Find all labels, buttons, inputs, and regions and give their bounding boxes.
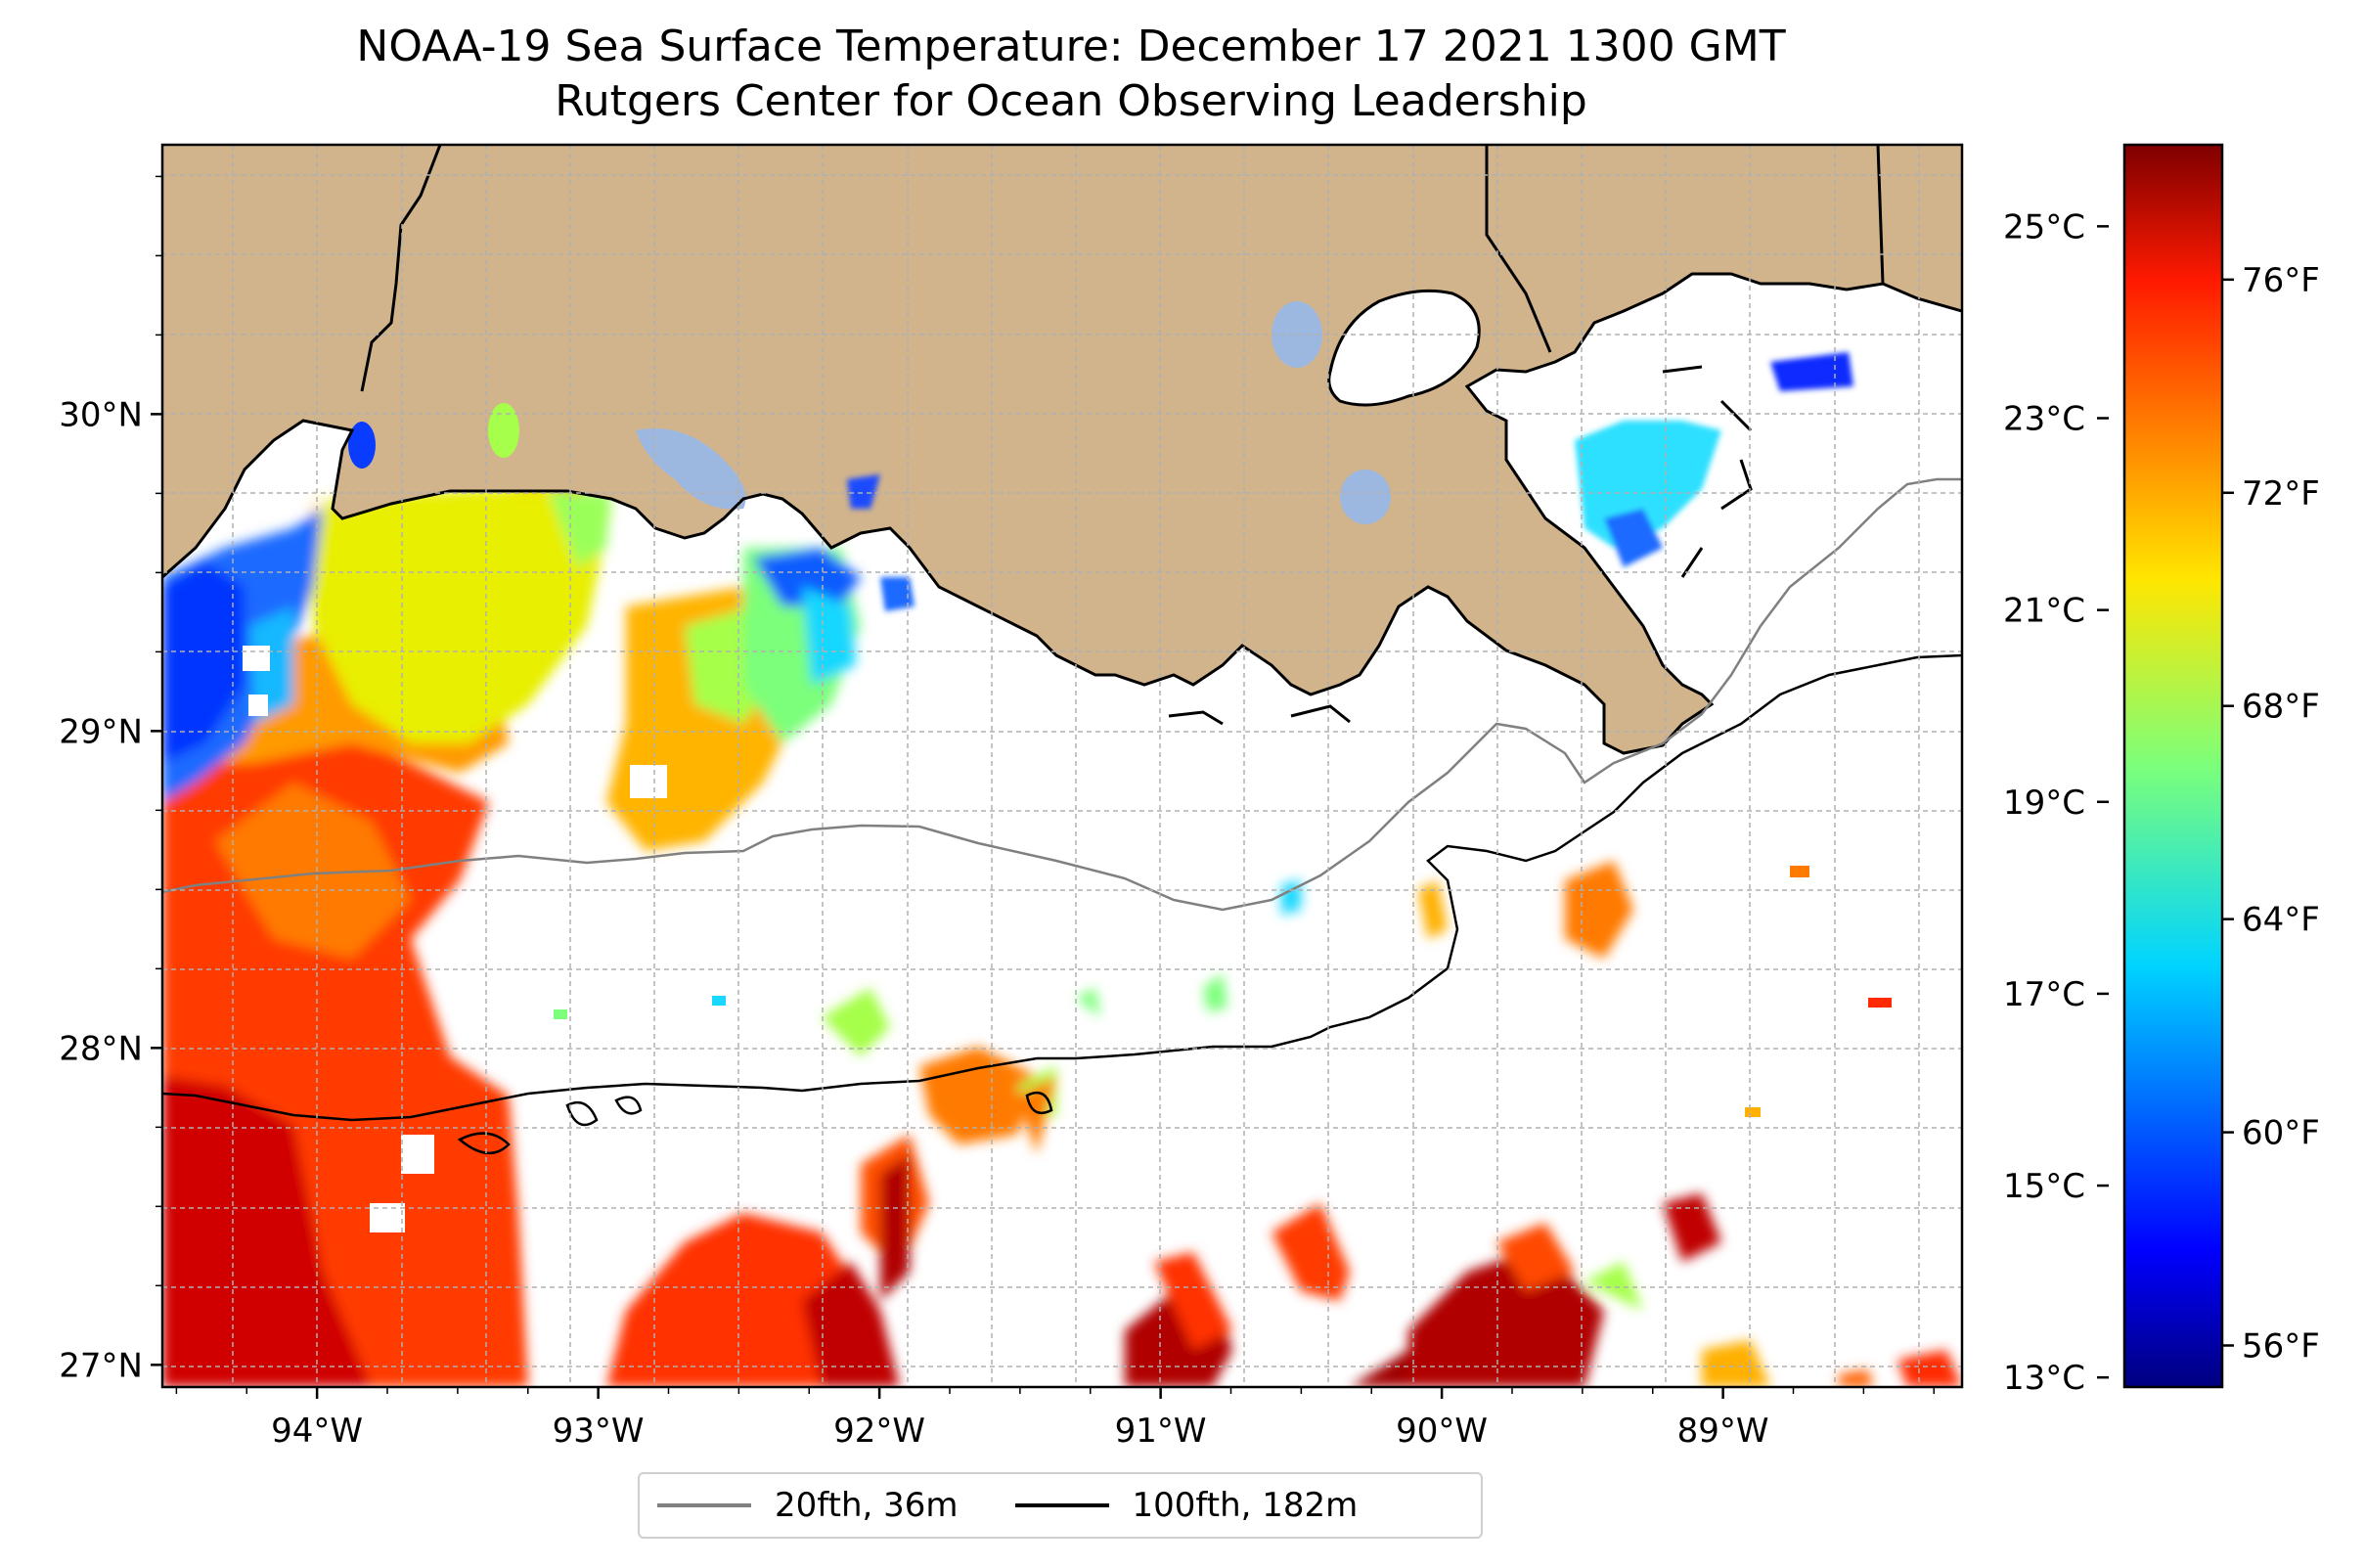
coastline	[162, 145, 1962, 755]
legend: 20fth, 36m 100fth, 182m	[638, 1472, 1483, 1539]
land-mass	[162, 145, 1962, 753]
inland-data-patch	[348, 422, 376, 469]
inland-data-patch	[488, 403, 519, 458]
lake	[1272, 301, 1322, 368]
legend-label-20fth: 20fth, 36m	[775, 1486, 959, 1525]
lon-tick-label: 92°W	[833, 1411, 925, 1451]
map-panel	[162, 145, 1962, 1387]
fahrenheit-tick-label: 56°F	[2242, 1327, 2320, 1366]
celsius-tick-label: 23°C	[2003, 399, 2085, 438]
celsius-tick-label: 13°C	[2003, 1359, 2085, 1398]
lon-tick-label: 91°W	[1115, 1411, 1207, 1451]
lon-tick-label: 94°W	[271, 1411, 363, 1451]
celsius-tick-label: 19°C	[2003, 784, 2085, 823]
lake-pontchartrain	[1327, 289, 1481, 407]
colorbar-celsius-axis: 13°C 15°C 17°C 19°C 21°C 23°C 25°C	[2003, 207, 2109, 1398]
sst-speck	[1745, 1107, 1761, 1117]
legend-swatch-100fth	[1014, 1503, 1109, 1507]
colorbar-fahrenheit-axis: 56°F 60°F 64°F 68°F 72°F 76°F	[2222, 261, 2320, 1366]
legend-item-100fth: 100fth, 182m	[1014, 1486, 1359, 1525]
fahrenheit-tick-label: 64°F	[2242, 901, 2320, 940]
lakes	[348, 301, 1391, 524]
celsius-tick-label: 15°C	[2003, 1167, 2085, 1206]
data-gap	[248, 694, 268, 716]
map-subtitle: Rutgers Center for Ocean Observing Leade…	[555, 76, 1587, 126]
lon-tick-label: 89°W	[1677, 1411, 1769, 1451]
lake	[636, 428, 746, 510]
lat-tick-label: 30°N	[59, 395, 143, 434]
map-title: NOAA-19 Sea Surface Temperature: Decembe…	[356, 22, 1786, 71]
legend-label-100fth: 100fth, 182m	[1132, 1486, 1359, 1525]
isobath-20fth	[162, 477, 1962, 912]
fahrenheit-tick-label: 72°F	[2242, 474, 2320, 514]
fahrenheit-tick-label: 68°F	[2242, 688, 2320, 727]
legend-item-20fth: 20fth, 36m	[657, 1486, 959, 1525]
sst-speck	[1868, 998, 1892, 1008]
sst-speck	[554, 1009, 567, 1019]
data-gap	[630, 765, 667, 798]
delta-sst	[847, 352, 1853, 611]
latitude-axis: 27°N 28°N 29°N 30°N	[59, 175, 162, 1385]
lon-tick-label: 90°W	[1396, 1411, 1488, 1451]
celsius-tick-label: 17°C	[2003, 975, 2085, 1014]
sst-speck	[712, 996, 726, 1006]
isobath-100fth-fragments	[457, 1091, 1053, 1154]
map-grid	[162, 145, 1962, 1387]
data-gap	[243, 646, 270, 671]
celsius-tick-label: 25°C	[2003, 207, 2085, 246]
lon-tick-label: 93°W	[553, 1411, 645, 1451]
lat-tick-label: 29°N	[59, 712, 143, 751]
celsius-tick-label: 21°C	[2003, 592, 2085, 631]
lat-tick-label: 27°N	[59, 1346, 143, 1385]
isobath-100fth	[162, 653, 1962, 1122]
data-gap	[401, 1135, 434, 1174]
longitude-axis: 94°W 93°W 92°W 91°W 90°W 89°W	[175, 1387, 1935, 1451]
lake	[1340, 470, 1391, 524]
sst-speck	[1790, 866, 1809, 877]
lat-tick-label: 28°N	[59, 1029, 143, 1068]
map-frame	[160, 143, 1964, 1389]
fahrenheit-tick-label: 60°F	[2242, 1114, 2320, 1153]
legend-swatch-20fth	[657, 1503, 751, 1507]
fahrenheit-tick-label: 76°F	[2242, 261, 2320, 300]
colorbar	[2122, 143, 2224, 1389]
